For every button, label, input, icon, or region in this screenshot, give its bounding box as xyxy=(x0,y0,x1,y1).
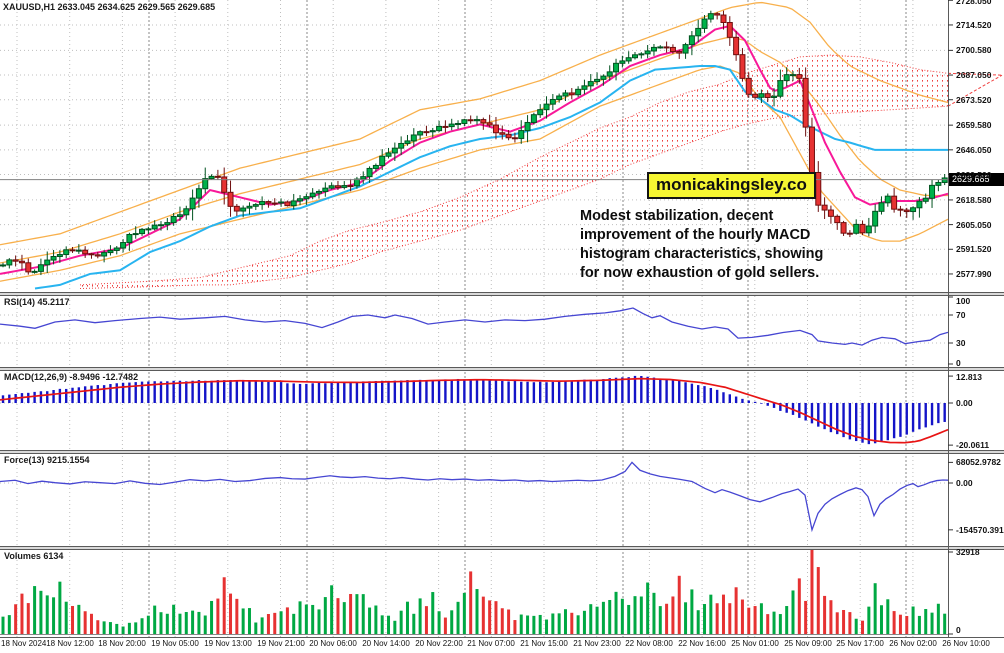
macd-panel-label: MACD(12,26,9) -8.9496 -12.7482 xyxy=(4,372,139,382)
macd-axis-label: 12.813 xyxy=(956,372,982,382)
price-axis-label: 2618.580 xyxy=(956,195,992,205)
price-axis-label: 2591.520 xyxy=(956,244,992,254)
main-chart-panel[interactable] xyxy=(0,1,948,290)
force-axis-label: -154570.3910 xyxy=(956,525,1004,535)
senkou-a-line xyxy=(79,54,948,286)
force-panel-label: Force(13) 9215.1554 xyxy=(4,455,90,465)
time-axis-label: 21 Nov 07:00 xyxy=(467,639,515,648)
time-scale[interactable]: 18 Nov 2024 18 Nov 12:00 18 Nov 20:00 19 No… xyxy=(0,639,1004,653)
price-axis-label: 2673.520 xyxy=(956,95,992,105)
time-axis-label: 25 Nov 09:00 xyxy=(784,639,832,648)
macd-signal-line xyxy=(0,377,948,444)
rsi-axis-label: 70 xyxy=(956,310,966,320)
annotation-line: Modest stabilization, decent xyxy=(580,208,774,224)
time-axis-label: 26 Nov 02:00 xyxy=(889,639,937,648)
time-axis-label: 22 Nov 16:00 xyxy=(678,639,726,648)
time-axis-label: 20 Nov 14:00 xyxy=(362,639,410,648)
time-axis-label: 18 Nov 12:00 xyxy=(46,639,94,648)
panel-separators[interactable] xyxy=(0,0,1004,638)
time-axis-label: 18 Nov 20:00 xyxy=(98,639,146,648)
force-line xyxy=(0,461,948,533)
tenkan-line xyxy=(0,24,948,275)
time-axis-label: 21 Nov 23:00 xyxy=(573,639,621,648)
current-price-badge: 2629.685 xyxy=(949,173,1004,186)
price-axis-label: 2646.050 xyxy=(956,145,992,155)
rsi-panel-label: RSI(14) 45.2117 xyxy=(4,297,70,307)
senkou-b-line xyxy=(79,105,948,290)
macd-axis-label: 0.00 xyxy=(956,398,973,408)
time-axis-label: 20 Nov 22:00 xyxy=(415,639,463,648)
volumes-axis-label: 32918 xyxy=(956,547,980,557)
time-axis-label: 19 Nov 05:00 xyxy=(151,639,199,648)
time-axis-label: 25 Nov 01:00 xyxy=(731,639,779,648)
price-axis-label: 2605.050 xyxy=(956,220,992,230)
candles-series xyxy=(0,10,948,276)
volumes-panel-label: Volumes 6134 xyxy=(4,551,64,561)
ichimoku-cloud xyxy=(80,55,948,289)
force-axis-label: 68052.9782 xyxy=(956,457,1001,467)
kijun-line xyxy=(34,65,948,290)
force-axis-label: 0.00 xyxy=(956,478,973,488)
annotation-line: improvement of the hourly MACD xyxy=(580,227,811,243)
time-axis-label: 26 Nov 10:00 xyxy=(942,639,990,648)
price-axis-label: 2700.580 xyxy=(956,45,992,55)
time-axis-label: 22 Nov 08:00 xyxy=(625,639,673,648)
senkou-b-projection xyxy=(947,74,1003,107)
annotation-line: histogram characteristics, showing xyxy=(580,246,824,262)
rsi-axis-label: 30 xyxy=(956,338,966,348)
rsi-axis-label: 100 xyxy=(956,296,971,306)
bollinger-lower-line xyxy=(0,65,948,282)
volumes-axis-label: 0 xyxy=(956,625,961,635)
time-axis-label: 21 Nov 15:00 xyxy=(520,639,568,648)
price-axis-label: 2659.580 xyxy=(956,120,992,130)
time-axis-label: 20 Nov 06:00 xyxy=(309,639,357,648)
watermark-label: monicakingsley.co xyxy=(647,172,816,199)
rsi-axis-label: 0 xyxy=(956,358,961,368)
price-axis-label: 2714.520 xyxy=(956,20,992,30)
time-axis-label: 19 Nov 13:00 xyxy=(204,639,252,648)
rsi-panel[interactable] xyxy=(0,307,948,346)
price-axis-label: 2577.990 xyxy=(956,269,992,279)
macd-axis-label: -20.0611 xyxy=(956,440,990,450)
time-axis-label: 18 Nov 2024 xyxy=(1,639,47,648)
rsi-line xyxy=(0,307,948,346)
chart-annotation: Modest stabilization, decent improvement… xyxy=(580,207,830,283)
force-panel[interactable] xyxy=(0,461,948,533)
price-axis-label: 2687.050 xyxy=(956,70,992,80)
time-axis-label: 19 Nov 21:00 xyxy=(257,639,305,648)
volumes-panel[interactable] xyxy=(0,532,948,635)
time-axis-label: 25 Nov 17:00 xyxy=(836,639,884,648)
senkou-a-projection xyxy=(947,72,1003,76)
price-axis-label: 2632.520 xyxy=(956,170,992,180)
macd-panel[interactable] xyxy=(0,375,948,445)
symbol-ohlc-title: XAUUSD,H1 2633.045 2634.625 2629.565 262… xyxy=(3,2,216,12)
price-axis-label: 2728.050 xyxy=(956,0,992,6)
bollinger-upper-line xyxy=(0,1,948,246)
annotation-line: for now exhaustion of gold sellers. xyxy=(580,265,820,281)
